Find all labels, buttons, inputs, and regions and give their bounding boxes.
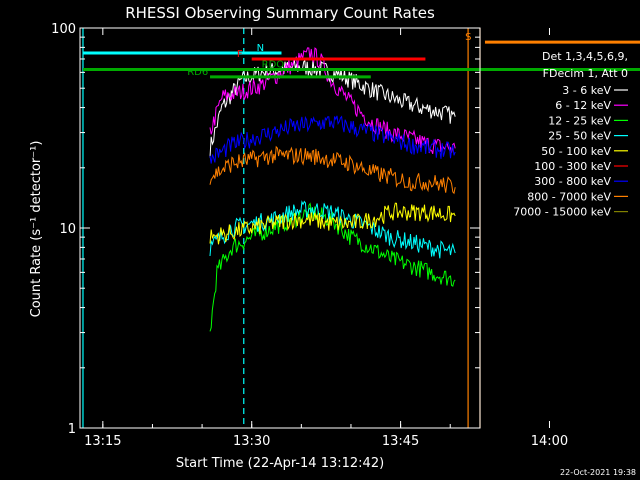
legend-header-line-1: Det 1,3,4,5,6,9, (542, 50, 628, 63)
y-axis-label: Count Rate (s⁻¹ detector⁻¹) (29, 141, 44, 318)
chart-title: RHESSI Observing Summary Count Rates (125, 4, 435, 22)
y-tick-label: 10 (59, 222, 76, 237)
annotation-label-rd6: RD6 (187, 67, 208, 78)
series-line-300-800-kev (209, 115, 456, 164)
x-tick-label: 13:30 (233, 434, 270, 449)
annotation-label-f: F (237, 49, 243, 60)
legend-label-300-800-kev: 300 - 800 keV (534, 175, 611, 188)
plot-frame (79, 27, 481, 429)
legend-label-50-100-kev: 50 - 100 keV (541, 145, 611, 158)
annotation-bars: N S F RDO RD6 (82, 32, 640, 79)
series-line-50-100-kev (209, 202, 456, 245)
legend-label-12-25-kev: 12 - 25 keV (548, 114, 611, 127)
legend-label-800-7000-kev: 800 - 7000 keV (527, 190, 611, 203)
series-line-6-12-kev (209, 47, 456, 155)
timestamp: 22-Oct-2021 19:38 (560, 468, 636, 477)
legend-label-25-50-kev: 25 - 50 keV (548, 130, 611, 143)
y-tick-label: 100 (51, 22, 76, 37)
series-line-800-7000-kev (209, 145, 456, 195)
vertical-markers (82, 28, 481, 428)
legend-header-line-2: FDecim 1, Att 0 (543, 67, 628, 80)
x-tick-label: 14:00 (531, 434, 568, 449)
annotation-label-n: N (257, 43, 264, 54)
annotation-label-s: S (465, 32, 471, 43)
series-layer (209, 47, 456, 332)
legend-label-7000-15000-kev: 7000 - 15000 keV (513, 206, 611, 219)
x-tick-label: 13:45 (382, 434, 419, 449)
axis-ticks: 13:1513:3013:4514:0014:1514:3014:4511010… (51, 22, 568, 449)
y-tick-label: 1 (68, 422, 76, 437)
series-line-25-50-kev (209, 200, 456, 259)
x-axis-label: Start Time (22-Apr-14 13:12:42) (176, 456, 384, 471)
annotation-label-rdo: RDO (262, 60, 285, 71)
legend: Det 1,3,4,5,6,9, FDecim 1, Att 0 3 - 6 k… (513, 50, 628, 219)
series-line-3-6-kev (209, 59, 456, 158)
legend-label-3-6-kev: 3 - 6 keV (562, 84, 611, 97)
legend-label-100-300-kev: 100 - 300 keV (534, 160, 611, 173)
x-tick-label: 13:15 (84, 434, 121, 449)
legend-label-6-12-kev: 6 - 12 keV (555, 99, 611, 112)
